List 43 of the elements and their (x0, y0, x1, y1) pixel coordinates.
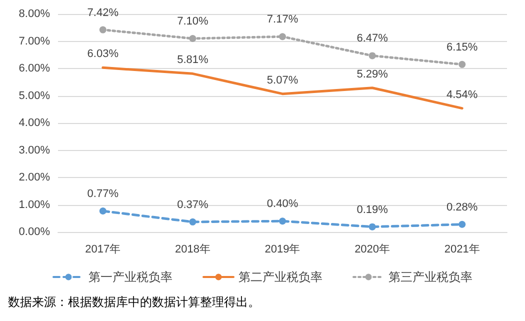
data-label: 6.47% (356, 32, 388, 45)
y-tick-label: 6.00% (18, 62, 50, 74)
data-label: 0.77% (87, 188, 119, 200)
legend-label: 第一产业税负率 (88, 270, 172, 284)
point (368, 223, 376, 230)
y-tick-label: 3.00% (18, 144, 50, 156)
y-tick-label: 7.00% (18, 35, 50, 48)
point (189, 35, 196, 42)
data-label: 7.17% (266, 14, 298, 26)
point (99, 26, 106, 34)
data-label: 0.37% (177, 198, 209, 211)
source-note: 数据来源：根据数据库中的数据计算整理得出。 (8, 294, 260, 311)
point (189, 218, 196, 226)
point (368, 52, 376, 60)
x-tick-label: 2018年 (174, 244, 210, 256)
y-tick-label: 4.00% (18, 117, 50, 129)
x-tick-label: 2017年 (85, 244, 121, 256)
data-label: 5.29% (356, 68, 388, 80)
point (279, 218, 286, 225)
data-label: 6.15% (446, 41, 478, 54)
y-tick-label: 5.00% (18, 90, 50, 102)
point (458, 220, 466, 228)
legend-label: 第二产业税负率 (238, 270, 322, 284)
data-label: 5.07% (266, 74, 298, 86)
y-tick-label: 8.00% (18, 8, 50, 20)
x-tick-label: 2020年 (354, 244, 390, 256)
data-label: 0.19% (356, 204, 388, 216)
data-label: 0.28% (446, 201, 478, 214)
legend-label: 第三产业税负率 (388, 270, 472, 284)
data-label: 7.10% (177, 16, 209, 28)
data-label: 6.03% (87, 48, 119, 60)
x-tick-label: 2021年 (444, 244, 480, 256)
point (458, 60, 466, 68)
data-label: 0.40% (266, 198, 298, 210)
point (279, 33, 286, 40)
data-label: 4.54% (446, 88, 478, 101)
y-tick-label: 2.00% (18, 172, 50, 184)
y-tick-label: 0.00% (18, 226, 50, 238)
data-label: 7.42% (87, 6, 119, 19)
point (99, 208, 106, 215)
x-tick-label: 2019年 (264, 244, 300, 256)
data-label: 5.81% (177, 54, 209, 66)
y-tick-label: 1.00% (18, 198, 50, 211)
